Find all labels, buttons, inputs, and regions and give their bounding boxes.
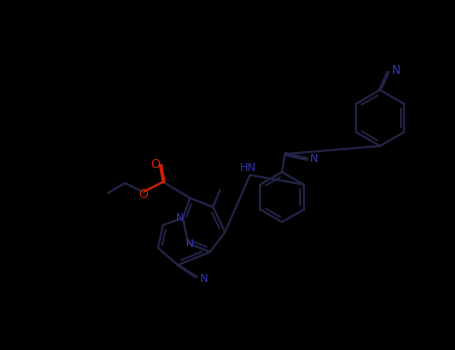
- Text: N: N: [392, 63, 400, 77]
- Text: HN: HN: [240, 163, 256, 173]
- Text: N: N: [176, 213, 184, 223]
- Text: N: N: [200, 274, 208, 284]
- Text: N: N: [310, 154, 318, 164]
- Text: O: O: [150, 158, 160, 170]
- Text: O: O: [138, 188, 148, 201]
- Text: N: N: [186, 239, 194, 249]
